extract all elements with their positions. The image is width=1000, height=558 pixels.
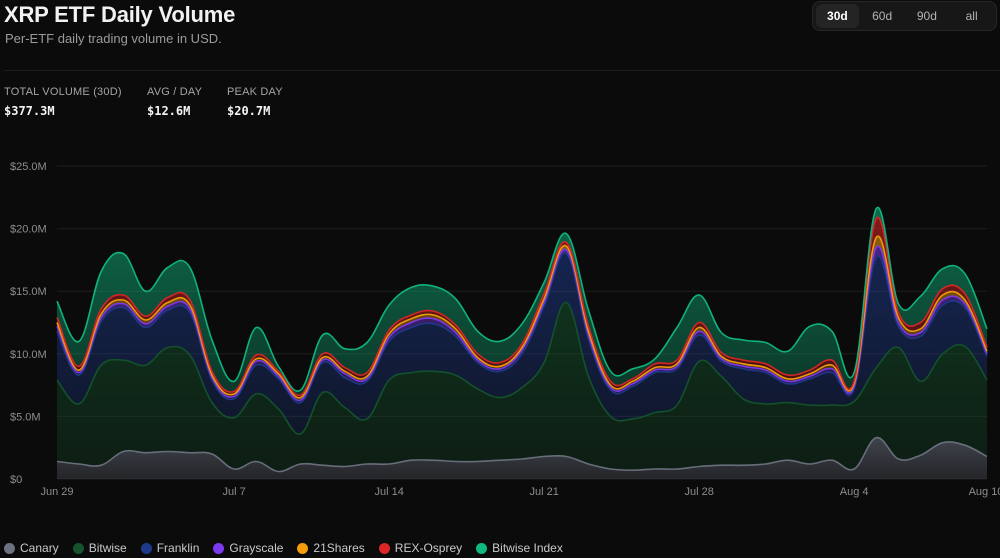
y-tick-label: $10.0M	[10, 349, 47, 361]
series-area-bitwise-index[interactable]	[57, 207, 987, 396]
legend-label: Grayscale	[229, 541, 284, 555]
legend-swatch-icon	[72, 542, 84, 554]
stat-value: $12.6M	[147, 104, 191, 118]
legend-label: 21Shares	[313, 541, 365, 555]
range-all-button[interactable]: all	[965, 9, 978, 23]
stat-avg-day: AVG / DAY $12.6M	[147, 86, 202, 118]
legend-item-bitwise-index[interactable]: Bitwise Index	[476, 541, 563, 555]
x-tick-label: Jul 28	[684, 486, 713, 498]
legend-label: Franklin	[156, 541, 200, 555]
legend-item-21shares[interactable]: 21Shares	[297, 541, 365, 555]
x-tick-label: Aug 10	[969, 486, 1000, 498]
x-tick-label: Aug 4	[840, 486, 869, 498]
page-subtitle: Per-ETF daily trading volume in USD.	[5, 31, 222, 46]
y-tick-label: $15.0M	[10, 286, 47, 298]
x-tick-label: Jun 29	[40, 486, 73, 498]
range-selector: 30d 60d 90d all	[812, 1, 997, 31]
series-line-bitwise	[56, 301, 988, 435]
x-tick-label: Jul 21	[529, 486, 558, 498]
y-tick-label: $0	[10, 474, 22, 486]
chart-legend: Canary Bitwise Franklin Grayscale 21Shares RE…	[4, 541, 563, 555]
series-area-bitwise[interactable]	[57, 302, 987, 472]
stat-value: $377.3M	[4, 104, 55, 118]
x-tick-label: Jul 14	[374, 486, 403, 498]
stat-total-volume: TOTAL VOLUME (30D) $377.3M	[4, 86, 122, 118]
range-60d-button[interactable]: 60d	[872, 9, 893, 23]
series-line-rex-osprey	[56, 216, 988, 397]
series-line-canary	[56, 436, 988, 473]
x-tick-label: Jul 7	[223, 486, 246, 498]
stat-label: TOTAL VOLUME (30D)	[4, 86, 122, 98]
legend-item-rex-osprey[interactable]: REX-Osprey	[378, 541, 463, 555]
series-line-21shares	[56, 235, 988, 399]
stat-peak-day: PEAK DAY $20.7M	[227, 86, 283, 118]
legend-label: REX-Osprey	[394, 541, 463, 555]
legend-item-grayscale[interactable]: Grayscale	[213, 541, 283, 555]
stacked-area-chart: $0 $5.0M $10.0M $15.0M $20.0M $25.0M Jun 29 Jul…	[10, 161, 1000, 498]
page-title: XRP ETF Daily Volume	[4, 2, 236, 27]
header-divider	[4, 70, 1000, 71]
series-area-franklin[interactable]	[57, 253, 987, 435]
series-line-franklin	[56, 252, 988, 404]
legend-swatch-icon	[4, 542, 15, 554]
stat-value: $20.7M	[227, 104, 271, 118]
series-line-grayscale	[56, 245, 988, 402]
legend-swatch-icon	[476, 542, 488, 554]
y-tick-label: $5.0M	[10, 411, 41, 423]
legend-swatch-icon	[297, 542, 309, 554]
legend-label: Bitwise	[88, 541, 127, 555]
legend-item-canary[interactable]: Canary	[4, 541, 59, 555]
legend-label: Canary	[20, 541, 59, 555]
range-90d-button[interactable]: 90d	[916, 9, 937, 23]
y-tick-label: $20.0M	[10, 224, 47, 236]
legend-swatch-icon	[213, 542, 225, 554]
range-30d-button[interactable]: 30d	[816, 4, 859, 28]
series-line-bitwise-index	[56, 206, 988, 392]
legend-swatch-icon	[378, 542, 390, 554]
stat-label: PEAK DAY	[227, 86, 283, 98]
stat-label: AVG / DAY	[147, 86, 203, 98]
legend-swatch-icon	[140, 542, 152, 554]
legend-item-bitwise[interactable]: Bitwise	[72, 541, 127, 555]
y-tick-label: $25.0M	[10, 161, 47, 173]
legend-item-franklin[interactable]: Franklin	[140, 541, 200, 555]
legend-label: Bitwise Index	[492, 541, 563, 555]
